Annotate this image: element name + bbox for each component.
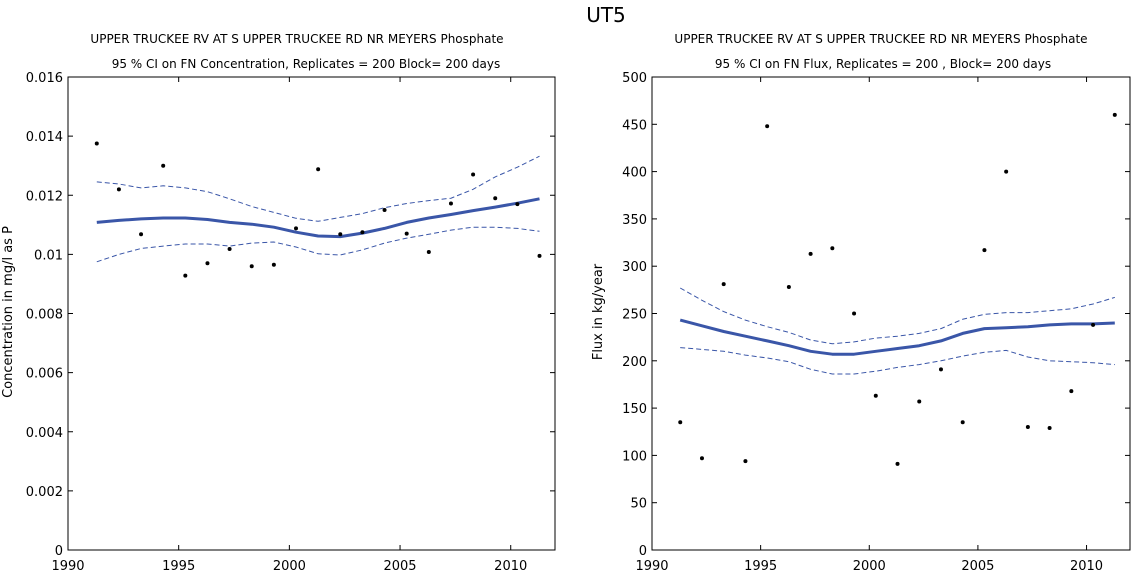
y-tick-label: 250: [622, 308, 647, 323]
chart-subtitle: 95 % CI on FN Concentration, Replicates …: [112, 57, 501, 71]
y-tick-label: 0.014: [26, 130, 63, 145]
data-point: [404, 231, 409, 236]
y-tick-label: 450: [622, 118, 647, 133]
data-point: [721, 282, 726, 287]
data-point: [830, 246, 835, 251]
data-point: [1112, 112, 1117, 117]
data-point: [515, 202, 520, 207]
data-point: [205, 261, 210, 266]
y-tick-label: 0: [639, 544, 647, 559]
x-tick-label: 2010: [1070, 559, 1103, 574]
trend-line: [96, 197, 540, 239]
x-tick-label: 2000: [853, 559, 886, 574]
data-point: [938, 367, 943, 372]
data-point: [982, 248, 987, 253]
y-tick-label: 0.002: [26, 485, 63, 500]
data-point: [471, 172, 476, 177]
x-tick-label: 1995: [162, 559, 195, 574]
data-point: [1004, 169, 1009, 174]
y-tick-label: 100: [622, 449, 647, 464]
data-point: [895, 461, 900, 466]
x-tick-label: 2005: [961, 559, 994, 574]
data-point: [786, 285, 791, 290]
plot-area: 1990 1995 2000 2005 2010 0 0.002 0.004 0.006 0.00…: [26, 71, 556, 574]
data-point: [743, 459, 748, 464]
x-tick-label: 2005: [383, 559, 416, 574]
x-tick-label: 1990: [635, 559, 668, 574]
chart-subtitle: 95 % CI on FN Flux, Replicates = 200 , B…: [715, 57, 1051, 71]
data-point: [873, 393, 878, 398]
y-tick-label: 200: [622, 355, 647, 370]
data-point: [227, 247, 232, 252]
y-tick-label: 0.01: [34, 248, 63, 263]
data-point: [316, 167, 321, 172]
data-point: [249, 264, 254, 269]
chart-title: UPPER TRUCKEE RV AT S UPPER TRUCKEE RD N…: [674, 32, 1087, 46]
data-point: [917, 399, 922, 404]
y-tick-label: 0.008: [26, 308, 63, 323]
x-tick-label: 2010: [494, 559, 527, 574]
data-point: [699, 456, 704, 461]
data-point: [808, 251, 813, 256]
chart-flux: UPPER TRUCKEE RV AT S UPPER TRUCKEE RD N…: [591, 32, 1131, 574]
y-tick-label: 0.016: [26, 71, 63, 86]
data-point: [765, 124, 770, 129]
plot-area: 1990 1995 2000 2005 2010 0 50 100 150 200 250 300 35…: [622, 71, 1131, 574]
ci-lower-line: [680, 347, 1115, 375]
data-point: [1091, 322, 1096, 327]
figure-title: UT5: [586, 3, 626, 27]
x-tick-label: 1995: [744, 559, 777, 574]
data-point: [294, 226, 299, 231]
plot-frame: [67, 76, 556, 551]
ci-upper-line: [96, 155, 540, 222]
y-tick-label: 350: [622, 213, 647, 228]
data-point: [116, 187, 121, 192]
data-point: [271, 262, 276, 267]
data-point: [1069, 389, 1074, 394]
y-tick-label: 0.012: [26, 189, 63, 204]
data-point: [382, 208, 387, 213]
data-point: [1047, 425, 1052, 430]
data-point: [161, 163, 166, 168]
data-point: [139, 232, 144, 237]
chart-title: UPPER TRUCKEE RV AT S UPPER TRUCKEE RD N…: [90, 32, 503, 46]
y-tick-label: 50: [630, 497, 647, 512]
y-tick-label: 150: [622, 402, 647, 417]
data-point: [183, 273, 188, 278]
y-axis-label: Flux in kg/year: [591, 263, 606, 360]
data-point: [1025, 425, 1030, 430]
y-axis-label: Concentration in mg/l as P: [1, 226, 16, 398]
data-point: [493, 196, 498, 201]
y-tick-label: 0: [55, 544, 63, 559]
data-point: [537, 253, 542, 258]
y-tick-label: 0.004: [26, 426, 63, 441]
plot-frame: [651, 76, 1131, 551]
chart-concentration: UPPER TRUCKEE RV AT S UPPER TRUCKEE RD N…: [1, 32, 556, 574]
trend-line: [679, 318, 1115, 356]
y-tick-label: 0.006: [26, 367, 63, 382]
data-point: [426, 250, 431, 255]
y-tick-label: 300: [622, 260, 647, 275]
data-point: [678, 420, 683, 425]
ci-lower-line: [96, 226, 540, 263]
data-point: [448, 201, 453, 206]
data-point: [852, 311, 857, 316]
data-point: [338, 232, 343, 237]
y-tick-label: 500: [622, 71, 647, 86]
data-point: [360, 230, 365, 235]
ci-upper-line: [679, 287, 1115, 345]
data-point: [960, 420, 965, 425]
data-point: [94, 141, 99, 146]
x-tick-label: 1990: [51, 559, 84, 574]
x-tick-label: 2000: [273, 559, 306, 574]
y-tick-label: 400: [622, 166, 647, 181]
